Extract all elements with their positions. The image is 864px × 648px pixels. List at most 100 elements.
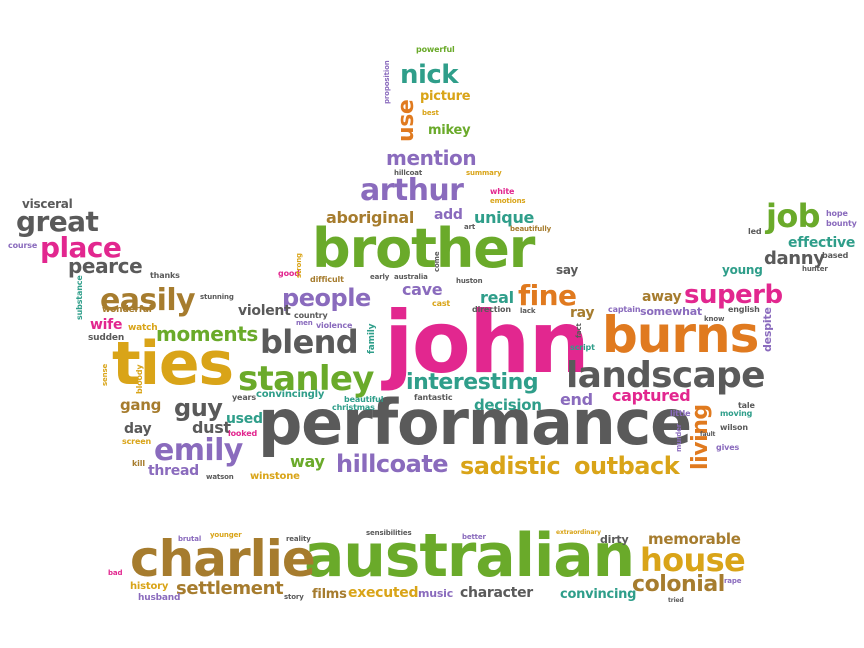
word-great: great — [16, 205, 99, 238]
word-murder: murder — [675, 423, 683, 452]
word-effective: effective — [788, 235, 856, 251]
word-charlie: charlie — [130, 530, 316, 588]
word-aboriginal: aboriginal — [326, 208, 415, 227]
word-john: john — [384, 293, 590, 393]
word-blend: blend — [260, 323, 359, 361]
word-danny: danny — [764, 248, 825, 269]
word-english: english — [728, 305, 760, 314]
word-bounty: bounty — [826, 219, 857, 228]
word-beautifully: beautifully — [510, 225, 552, 233]
word-violence: violence — [316, 321, 353, 330]
word-men: men — [296, 319, 313, 327]
word-rape: rape — [724, 577, 742, 585]
word-hillcoate: hillcoate — [336, 450, 449, 478]
word-colonial: colonial — [632, 572, 725, 597]
word-ray: ray — [570, 305, 595, 321]
word-brutal: brutal — [178, 535, 202, 543]
word-fault: fault — [700, 431, 716, 438]
word-place: place — [40, 231, 122, 264]
word-emily: emily — [154, 433, 243, 468]
word-brother: brother — [312, 217, 535, 280]
word-course: course — [8, 241, 38, 250]
word-picture: picture — [420, 89, 471, 104]
word-visceral: visceral — [22, 197, 73, 211]
word-films: films — [312, 587, 347, 602]
word-substance: substance — [75, 275, 84, 320]
word-moments: moments — [156, 322, 258, 346]
word-use: use — [394, 99, 419, 142]
word-come: come — [433, 251, 441, 272]
word-better: better — [462, 533, 486, 541]
word-job: job — [766, 197, 821, 235]
word-arthur: arthur — [360, 173, 464, 208]
word-sadistic: sadistic — [460, 452, 561, 480]
word-somewhat: somewhat — [640, 305, 702, 318]
word-direction: direction — [472, 305, 511, 314]
word-gives: gives — [716, 443, 740, 452]
word-strong: strong — [295, 253, 303, 278]
word-script: script — [570, 343, 595, 352]
word-burns: burns — [602, 306, 759, 364]
word-decision: decision — [474, 396, 542, 414]
word-fine: fine — [518, 279, 577, 312]
word-moving: moving — [720, 409, 753, 418]
word-powerful: powerful — [416, 45, 455, 54]
word-bloody: bloody — [135, 364, 144, 394]
word-guy: guy — [174, 394, 223, 422]
word-white: white — [490, 187, 515, 196]
word-music: music — [418, 587, 454, 600]
word-huston: huston — [456, 277, 483, 285]
word-add: add — [434, 207, 463, 223]
word-landscape: landscape — [566, 355, 766, 396]
word-proposition: proposition — [383, 60, 391, 104]
word-tried: tried — [668, 597, 684, 604]
word-convincingly: convincingly — [256, 389, 325, 400]
word-wilson: wilson — [720, 423, 748, 432]
word-reality: reality — [286, 535, 311, 543]
word-thread: thread — [148, 463, 199, 479]
word-kill: kill — [132, 459, 145, 468]
word-away: away — [642, 289, 682, 305]
word-wife: wife — [90, 317, 123, 333]
word-fact: fact — [575, 323, 583, 338]
word-captain: captain — [608, 305, 641, 314]
word-best: best — [422, 109, 439, 117]
word-interesting: interesting — [406, 370, 539, 395]
word-bad: bad — [108, 569, 123, 577]
word-easily: easily — [100, 283, 196, 318]
word-used: used — [226, 411, 263, 427]
word-house: house — [640, 541, 746, 579]
word-young: young — [722, 263, 763, 277]
word-violent: violent — [238, 303, 291, 319]
word-memorable: memorable — [648, 530, 741, 548]
word-character: character — [460, 585, 533, 601]
word-mikey: mikey — [428, 123, 471, 138]
word-ties: ties — [112, 329, 234, 399]
word-captured: captured — [612, 386, 691, 405]
word-tale: tale — [738, 401, 755, 410]
word-little: little — [670, 409, 691, 418]
word-summary: summary — [466, 169, 502, 177]
word-day: day — [124, 421, 152, 437]
word-cast: cast — [432, 299, 451, 308]
word-emotions: emotions — [490, 197, 526, 205]
word-beautiful: beautiful — [344, 395, 384, 404]
word-sense: sense — [101, 363, 109, 386]
word-difficult: difficult — [310, 275, 344, 284]
word-way: way — [290, 452, 325, 471]
word-hunter: hunter — [802, 265, 828, 273]
word-story: story — [284, 593, 304, 601]
word-art: art — [464, 223, 476, 231]
word-mention: mention — [386, 146, 477, 170]
word-lack: lack — [520, 307, 536, 315]
word-hillcoat: hillcoat — [394, 169, 423, 177]
word-thanks: thanks — [150, 271, 180, 280]
word-sensibilities: sensibilities — [366, 529, 412, 537]
word-dust: dust — [192, 418, 231, 437]
word-watson: watson — [206, 473, 234, 481]
word-nick: nick — [400, 60, 459, 90]
word-wonderful: wonderful — [102, 305, 152, 315]
word-years: years — [232, 393, 256, 402]
word-convincing: convincing — [560, 587, 637, 602]
